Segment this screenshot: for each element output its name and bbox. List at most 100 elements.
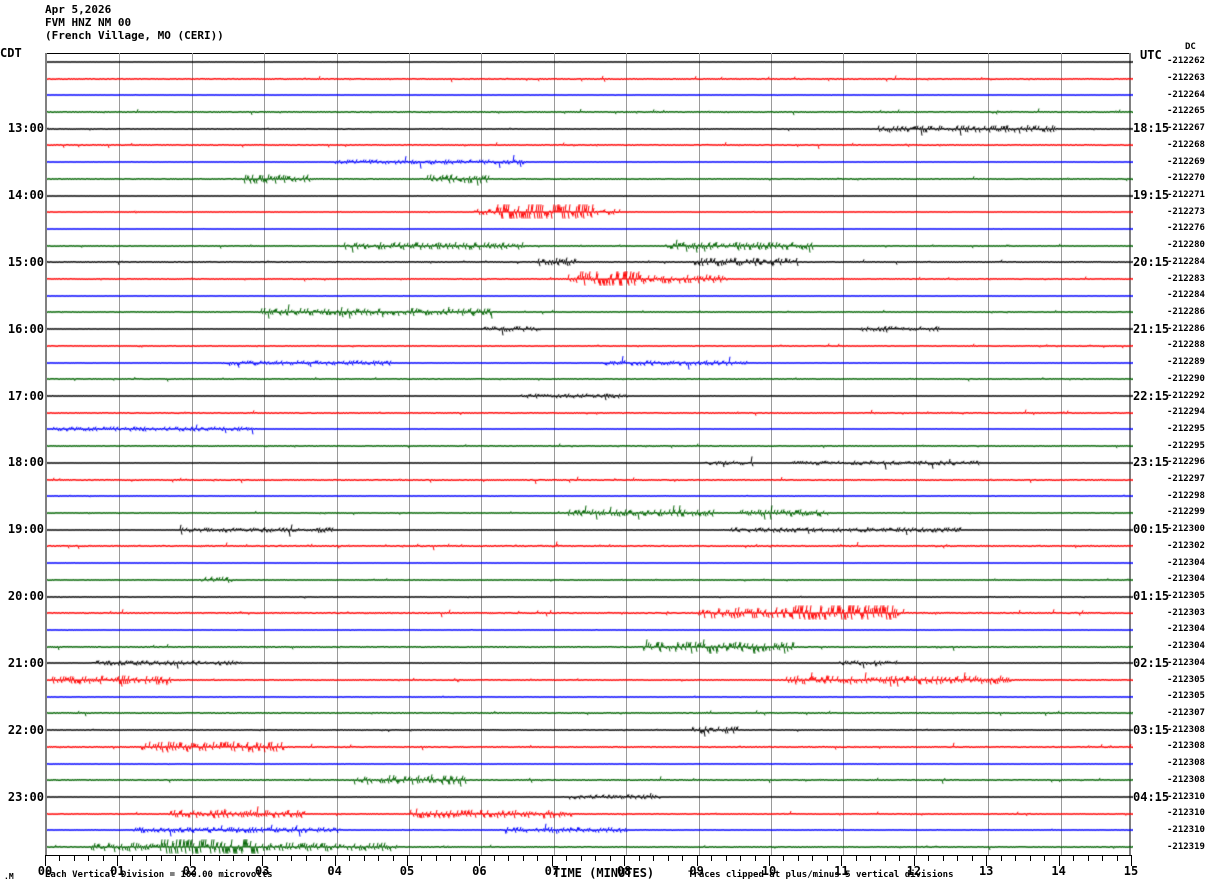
x-tick-major: [696, 855, 698, 866]
corner-mark: .M: [4, 872, 14, 881]
x-tick-minor: [899, 855, 901, 861]
hour-label-utc: 03:15: [1133, 722, 1170, 737]
vertical-gridline: [119, 53, 121, 855]
seismic-trace[interactable]: [47, 421, 1133, 437]
dc-offset-value: -212304: [1167, 557, 1205, 568]
seismic-trace[interactable]: [47, 822, 1133, 838]
seismic-trace[interactable]: [47, 772, 1133, 788]
x-tick-minor: [537, 855, 539, 861]
dc-offset-value: -212305: [1167, 691, 1205, 702]
hour-label-cdt: 23:00: [7, 789, 44, 804]
x-tick-label: 11: [834, 864, 849, 878]
seismic-trace[interactable]: [47, 571, 1133, 587]
dc-offset-value: -212295: [1167, 423, 1205, 434]
seismic-trace[interactable]: [47, 337, 1133, 353]
hour-label-utc: 18:15: [1133, 121, 1170, 136]
dc-offset-value: -212305: [1167, 591, 1205, 602]
x-tick-major: [45, 855, 46, 866]
seismic-trace[interactable]: [47, 605, 1133, 621]
seismic-trace[interactable]: [47, 789, 1133, 805]
dc-offset-value: -212303: [1167, 607, 1205, 618]
x-tick-minor: [609, 855, 611, 861]
seismic-trace[interactable]: [47, 638, 1133, 654]
dc-offset-value: -212299: [1167, 507, 1205, 518]
seismic-trace[interactable]: [47, 354, 1133, 370]
seismic-trace[interactable]: [47, 204, 1133, 220]
dc-offset-value: -212305: [1167, 674, 1205, 685]
seismic-trace[interactable]: [47, 621, 1133, 637]
x-tick-label: 09: [689, 864, 704, 878]
x-tick-label: 12: [906, 864, 922, 878]
seismic-trace[interactable]: [47, 488, 1133, 504]
seismic-trace[interactable]: [47, 120, 1133, 136]
dc-offset-value: -212262: [1167, 56, 1205, 67]
seismic-trace[interactable]: [47, 87, 1133, 103]
dc-offset-value: -212290: [1167, 373, 1205, 384]
dc-offset-value: -212298: [1167, 490, 1205, 501]
hour-label-cdt: 14:00: [7, 188, 44, 203]
seismic-trace[interactable]: [47, 471, 1133, 487]
hour-label-cdt: 20:00: [7, 589, 44, 604]
seismic-trace[interactable]: [47, 688, 1133, 704]
seismic-trace[interactable]: [47, 254, 1133, 270]
x-tick-minor: [638, 855, 640, 861]
seismic-trace[interactable]: [47, 504, 1133, 520]
hour-label-cdt: 17:00: [7, 388, 44, 403]
dc-offset-value: -212308: [1167, 758, 1205, 769]
seismic-trace[interactable]: [47, 839, 1133, 855]
dc-offset-value: -212289: [1167, 357, 1205, 368]
seismic-trace[interactable]: [47, 738, 1133, 754]
seismic-trace[interactable]: [47, 388, 1133, 404]
seismic-trace[interactable]: [47, 187, 1133, 203]
dc-offset-value: -212292: [1167, 390, 1205, 401]
x-tick-major: [189, 855, 191, 866]
seismic-trace[interactable]: [47, 454, 1133, 470]
seismic-trace[interactable]: [47, 154, 1133, 170]
dc-offset-value: -212269: [1167, 156, 1205, 167]
x-axis-title: TIME (MINUTES): [553, 866, 655, 880]
vertical-gridline: [336, 53, 338, 855]
seismic-trace[interactable]: [47, 755, 1133, 771]
x-tick-minor: [870, 855, 872, 861]
x-tick-major: [334, 855, 336, 866]
x-tick-minor: [378, 855, 380, 861]
seismic-trace[interactable]: [47, 137, 1133, 153]
x-tick-major: [1131, 855, 1132, 866]
dc-offset-value: -212308: [1167, 774, 1205, 785]
seismic-trace[interactable]: [47, 672, 1133, 688]
x-tick-minor: [595, 855, 597, 861]
seismic-trace[interactable]: [47, 538, 1133, 554]
seismic-trace[interactable]: [47, 220, 1133, 236]
header-location: (French Village, MO (CERI)): [45, 29, 224, 42]
seismic-trace[interactable]: [47, 404, 1133, 420]
x-tick-label: 13: [978, 864, 994, 878]
seismic-trace[interactable]: [47, 170, 1133, 186]
seismic-trace[interactable]: [47, 237, 1133, 253]
vertical-gridline: [264, 53, 266, 855]
x-tick-minor: [493, 855, 495, 861]
x-tick-minor: [653, 855, 655, 861]
seismic-trace[interactable]: [47, 588, 1133, 604]
hour-label-utc: 02:15: [1133, 655, 1170, 670]
helicorder-plot[interactable]: [45, 53, 1133, 855]
dc-offset-value: -212284: [1167, 256, 1205, 267]
seismic-trace[interactable]: [47, 722, 1133, 738]
seismic-trace[interactable]: [47, 103, 1133, 119]
seismic-trace[interactable]: [47, 371, 1133, 387]
seismic-trace[interactable]: [47, 287, 1133, 303]
dc-offset-value: -212300: [1167, 524, 1205, 535]
seismic-trace[interactable]: [47, 805, 1133, 821]
seismic-trace[interactable]: [47, 271, 1133, 287]
seismic-trace[interactable]: [47, 705, 1133, 721]
hour-label-utc: 01:15: [1133, 589, 1170, 604]
dc-offset-value: -212296: [1167, 457, 1205, 468]
seismic-trace[interactable]: [47, 70, 1133, 86]
seismic-trace[interactable]: [47, 438, 1133, 454]
seismic-trace[interactable]: [47, 555, 1133, 571]
seismic-trace[interactable]: [47, 321, 1133, 337]
seismic-trace[interactable]: [47, 521, 1133, 537]
seismic-trace[interactable]: [47, 53, 1133, 69]
dc-offset-value: -212286: [1167, 306, 1205, 317]
seismic-trace[interactable]: [47, 304, 1133, 320]
seismic-trace[interactable]: [47, 655, 1133, 671]
